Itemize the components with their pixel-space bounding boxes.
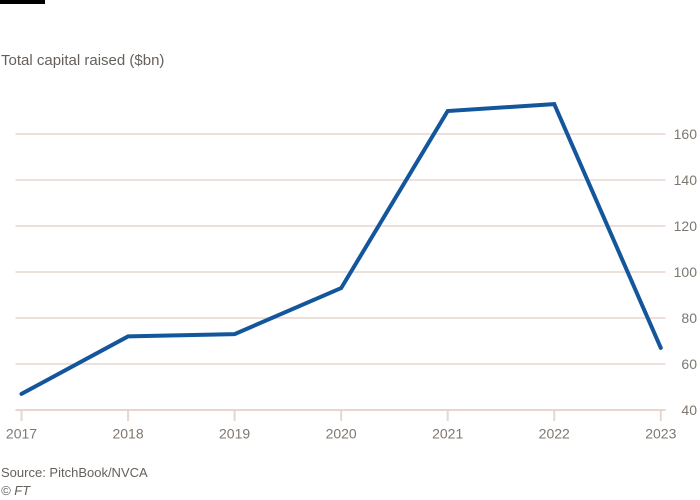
x-tick-label-2017: 2017 bbox=[6, 426, 37, 442]
y-tick-label-40: 40 bbox=[681, 402, 697, 418]
x-tick-label-2023: 2023 bbox=[645, 426, 676, 442]
y-tick-label-100: 100 bbox=[674, 264, 698, 280]
x-tick-label-2019: 2019 bbox=[219, 426, 250, 442]
chart-title: Total capital raised ($bn) bbox=[1, 52, 165, 69]
y-tick-label-80: 80 bbox=[681, 310, 697, 326]
ft-credit: © FT bbox=[1, 483, 31, 498]
ft-tag-bar bbox=[0, 0, 45, 4]
y-tick-label-140: 140 bbox=[674, 172, 698, 188]
x-tick-label-2021: 2021 bbox=[432, 426, 463, 442]
y-tick-label-60: 60 bbox=[681, 356, 697, 372]
line-chart: 40 60 80 100 120 140 160 2017 2018 2019 2020 2021 20… bbox=[6, 102, 698, 442]
y-tick-label-120: 120 bbox=[674, 218, 698, 234]
source-text: Source: PitchBook/NVCA bbox=[1, 465, 148, 480]
x-tick-label-2022: 2022 bbox=[539, 426, 570, 442]
y-tick-label-160: 160 bbox=[674, 126, 698, 142]
data-line-total-capital-raised bbox=[19, 102, 663, 396]
x-tick-label-2020: 2020 bbox=[326, 426, 357, 442]
x-tick-label-2018: 2018 bbox=[112, 426, 143, 442]
